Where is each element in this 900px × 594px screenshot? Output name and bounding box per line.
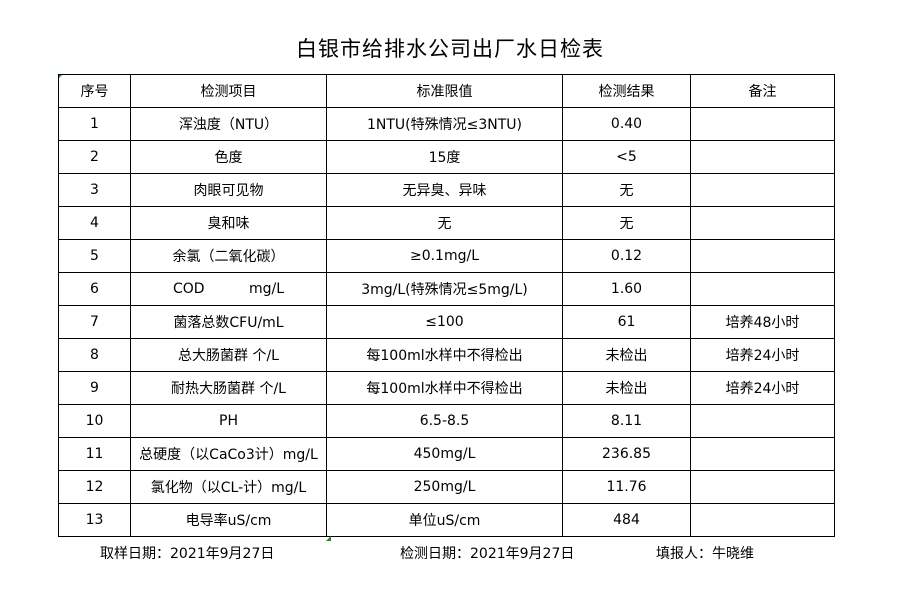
- cell-limit: 单位uS/cm: [326, 503, 563, 537]
- cell-limit: 250mg/L: [326, 470, 563, 504]
- cell-result: 未检出: [562, 371, 691, 405]
- cell-item: 总硬度（以CaCo3计）mg/L: [130, 437, 327, 471]
- reporter: 填报人：牛晓维: [656, 546, 754, 562]
- table-row: 6 COD mg/L 3mg/L(特殊情况≤5mg/L) 1.60: [58, 272, 835, 306]
- cell-marker: [326, 536, 331, 541]
- cell-index: 11: [58, 437, 131, 471]
- header-remark: 备注: [690, 74, 835, 108]
- cell-remark: [690, 272, 835, 306]
- cell-index: 5: [58, 239, 131, 273]
- cell-limit: 无异臭、异味: [326, 173, 563, 207]
- cell-item: 电导率uS/cm: [130, 503, 327, 537]
- header-item: 检测项目: [130, 74, 327, 108]
- table-row: 4 臭和味无无: [58, 206, 835, 240]
- table-row: 5 余氯（二氧化碳） ≥0.1mg/L 0.12: [58, 239, 835, 273]
- cell-item: 浑浊度（NTU）: [130, 107, 327, 141]
- cell-index: 8: [58, 338, 131, 372]
- cell-limit: 无: [326, 206, 563, 240]
- cell-item: 色度: [130, 140, 327, 174]
- page-title: 白银市给排水公司出厂水日检表: [296, 37, 604, 61]
- cell-item: 余氯（二氧化碳）: [130, 239, 327, 273]
- table-row: 3 肉眼可见物 无异臭、异味无: [58, 173, 835, 207]
- cell-item: 菌落总数CFU/mL: [130, 305, 327, 339]
- cell-remark: 培养24小时: [690, 371, 835, 405]
- cell-result: 未检出: [562, 338, 691, 372]
- cell-item: 肉眼可见物: [130, 173, 327, 207]
- table-row: 7 菌落总数CFU/mL ≤100 61 培养48小时: [58, 305, 835, 339]
- table-row: 9 耐热大肠菌群 个/L 每100ml水样中不得检出 未检出 培养24小时: [58, 371, 835, 405]
- table-row: 1 浑浊度（NTU） 1NTU(特殊情况≤3NTU) 0.40: [58, 107, 835, 141]
- cell-limit: ≤100: [326, 305, 563, 339]
- cell-result: 无: [562, 206, 691, 240]
- cell-item: 臭和味: [130, 206, 327, 240]
- cell-limit: 6.5-8.5: [326, 404, 563, 438]
- cell-item: PH: [130, 404, 327, 438]
- cell-remark: [690, 404, 835, 438]
- cell-result: 11.76: [562, 470, 691, 504]
- cell-remark: 培养48小时: [690, 305, 835, 339]
- table-row: 10 PH 6.5-8.5 8.11: [58, 404, 835, 438]
- cell-result: 0.12: [562, 239, 691, 273]
- cell-limit: 1NTU(特殊情况≤3NTU): [326, 107, 563, 141]
- cell-result: <5: [562, 140, 691, 174]
- header-limit: 标准限值: [326, 74, 563, 108]
- table-row: 8 总大肠菌群 个/L 每100ml水样中不得检出 未检出 培养24小时: [58, 338, 835, 372]
- cell-index: 6: [58, 272, 131, 306]
- cell-remark: 培养24小时: [690, 338, 835, 372]
- cell-limit: 450mg/L: [326, 437, 563, 471]
- cell-index: 7: [58, 305, 131, 339]
- table-row: 12 氯化物（以CL-计）mg/L 250mg/L 11.76: [58, 470, 835, 504]
- table-row: 2 色度 15度 <5: [58, 140, 835, 174]
- cell-index: 13: [58, 503, 131, 537]
- cell-index: 2: [58, 140, 131, 174]
- cell-index: 12: [58, 470, 131, 504]
- cell-remark: [690, 470, 835, 504]
- cell-limit: ≥0.1mg/L: [326, 239, 563, 273]
- cell-result: 8.11: [562, 404, 691, 438]
- cell-limit: 3mg/L(特殊情况≤5mg/L): [326, 272, 563, 306]
- cell-limit: 每100ml水样中不得检出: [326, 371, 563, 405]
- cell-remark: [690, 173, 835, 207]
- cell-limit: 15度: [326, 140, 563, 174]
- cell-item: 氯化物（以CL-计）mg/L: [130, 470, 327, 504]
- table-row: 11 总硬度（以CaCo3计）mg/L 450mg/L 236.85: [58, 437, 835, 471]
- cell-index: 4: [58, 206, 131, 240]
- cell-result: 61: [562, 305, 691, 339]
- sample-date: 取样日期：2021年9月27日: [100, 546, 275, 562]
- cell-remark: [690, 437, 835, 471]
- cell-result: 无: [562, 173, 691, 207]
- table-header-row: 序号 检测项目 标准限值 检测结果 备注: [58, 74, 835, 108]
- cell-limit: 每100ml水样中不得检出: [326, 338, 563, 372]
- cell-remark: [690, 206, 835, 240]
- cell-index: 3: [58, 173, 131, 207]
- cell-remark: [690, 503, 835, 537]
- cell-result: 1.60: [562, 272, 691, 306]
- header-result: 检测结果: [562, 74, 691, 108]
- cell-remark: [690, 239, 835, 273]
- cell-remark: [690, 107, 835, 141]
- header-index: 序号: [58, 74, 131, 108]
- table-row: 13 电导率uS/cm 单位uS/cm 484: [58, 503, 835, 537]
- cell-index: 1: [58, 107, 131, 141]
- cell-result: 0.40: [562, 107, 691, 141]
- test-date: 检测日期：2021年9月27日: [400, 546, 575, 562]
- cell-index: 9: [58, 371, 131, 405]
- cell-item: 总大肠菌群 个/L: [130, 338, 327, 372]
- cell-remark: [690, 140, 835, 174]
- cell-result: 484: [562, 503, 691, 537]
- cell-item: 耐热大肠菌群 个/L: [130, 371, 327, 405]
- inspection-table: 序号 检测项目 标准限值 检测结果 备注 1 浑浊度（NTU） 1NTU(特殊情况≤…: [58, 74, 835, 537]
- cell-result: 236.85: [562, 437, 691, 471]
- cell-item: COD mg/L: [130, 272, 327, 306]
- cell-index: 10: [58, 404, 131, 438]
